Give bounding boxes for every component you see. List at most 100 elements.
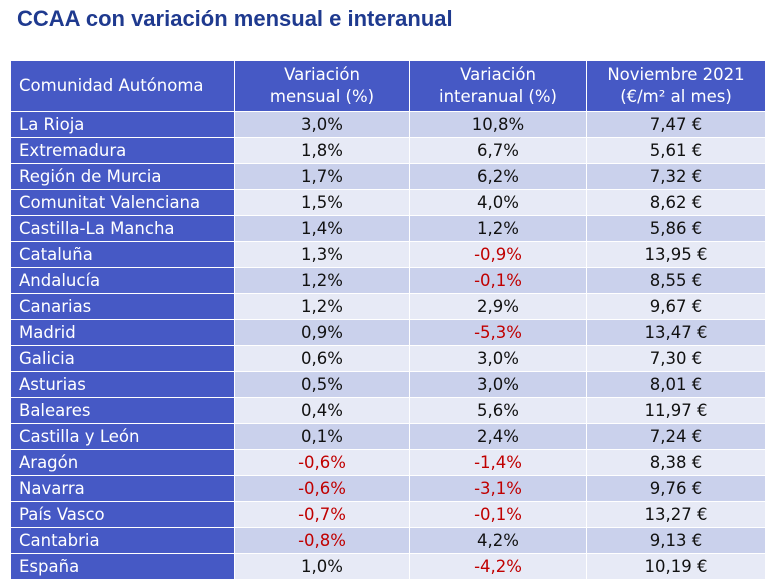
cell-price: 7,30 € (586, 345, 766, 372)
header-annual: Variación interanual (%) (409, 60, 587, 112)
cell-region: Baleares (10, 397, 235, 424)
table-row: La Rioja 3,0% 10,8% 7,47 € (10, 111, 766, 138)
table-row: Andalucía 1,2% -0,1% 8,55 € (10, 267, 766, 294)
cell-region: Navarra (10, 475, 235, 502)
table-row: Navarra -0,6% -3,1% 9,76 € (10, 475, 766, 502)
cell-region: Región de Murcia (10, 163, 235, 190)
table-row: Castilla y León 0,1% 2,4% 7,24 € (10, 423, 766, 450)
cell-price: 7,47 € (586, 111, 766, 138)
header-price-line2: (€/m² al mes) (620, 87, 732, 106)
cell-monthly: 0,1% (234, 423, 410, 450)
cell-price: 7,32 € (586, 163, 766, 190)
cell-annual: -1,4% (409, 449, 587, 476)
cell-monthly: 1,0% (234, 553, 410, 580)
cell-annual: 4,0% (409, 189, 587, 216)
cell-monthly: 1,8% (234, 137, 410, 164)
table-row: Baleares 0,4% 5,6% 11,97 € (10, 397, 766, 424)
cell-monthly: 0,4% (234, 397, 410, 424)
cell-region: Asturias (10, 371, 235, 398)
header-monthly: Variación mensual (%) (234, 60, 410, 112)
cell-annual: 3,0% (409, 345, 587, 372)
cell-annual: -3,1% (409, 475, 587, 502)
cell-price: 8,38 € (586, 449, 766, 476)
cell-price: 13,47 € (586, 319, 766, 346)
cell-monthly: 1,2% (234, 293, 410, 320)
cell-region: Cataluña (10, 241, 235, 268)
header-region-label: Comunidad Autónoma (19, 76, 204, 95)
cell-monthly: 1,7% (234, 163, 410, 190)
table-header-row: Comunidad Autónoma Variación mensual (%) … (10, 60, 766, 112)
cell-region: Comunitat Valenciana (10, 189, 235, 216)
cell-region: Cantabria (10, 527, 235, 554)
cell-annual: 10,8% (409, 111, 587, 138)
cell-annual: 2,9% (409, 293, 587, 320)
page-title: CCAA con variación mensual e interanual (17, 6, 453, 31)
header-monthly-line1: Variación (284, 65, 360, 84)
table-row: Aragón -0,6% -1,4% 8,38 € (10, 449, 766, 476)
cell-monthly: 3,0% (234, 111, 410, 138)
table-row: Castilla-La Mancha 1,4% 1,2% 5,86 € (10, 215, 766, 242)
table-row: Galicia 0,6% 3,0% 7,30 € (10, 345, 766, 372)
cell-monthly: 0,9% (234, 319, 410, 346)
cell-region: La Rioja (10, 111, 235, 138)
cell-monthly: -0,6% (234, 449, 410, 476)
cell-price: 9,13 € (586, 527, 766, 554)
cell-price: 9,67 € (586, 293, 766, 320)
cell-price: 13,95 € (586, 241, 766, 268)
cell-region: Madrid (10, 319, 235, 346)
header-region: Comunidad Autónoma (10, 60, 235, 112)
cell-price: 5,61 € (586, 137, 766, 164)
cell-monthly: -0,6% (234, 475, 410, 502)
cell-region: Castilla y León (10, 423, 235, 450)
table-row: Cantabria -0,8% 4,2% 9,13 € (10, 527, 766, 554)
cell-annual: -5,3% (409, 319, 587, 346)
cell-region: Extremadura (10, 137, 235, 164)
cell-monthly: -0,7% (234, 501, 410, 528)
cell-monthly: 0,6% (234, 345, 410, 372)
cell-annual: 1,2% (409, 215, 587, 242)
cell-annual: 6,7% (409, 137, 587, 164)
table-row: Madrid 0,9% -5,3% 13,47 € (10, 319, 766, 346)
header-price: Noviembre 2021 (€/m² al mes) (586, 60, 766, 112)
cell-price: 11,97 € (586, 397, 766, 424)
cell-monthly: 1,4% (234, 215, 410, 242)
cell-annual: -4,2% (409, 553, 587, 580)
cell-monthly: 0,5% (234, 371, 410, 398)
cell-annual: -0,1% (409, 267, 587, 294)
cell-region: Castilla-La Mancha (10, 215, 235, 242)
header-annual-line2: interanual (%) (439, 87, 557, 106)
cell-monthly: 1,2% (234, 267, 410, 294)
cell-price: 7,24 € (586, 423, 766, 450)
header-monthly-line2: mensual (%) (269, 87, 375, 106)
cell-region: Aragón (10, 449, 235, 476)
cell-price: 10,19 € (586, 553, 766, 580)
cell-annual: 3,0% (409, 371, 587, 398)
table-row: Canarias 1,2% 2,9% 9,67 € (10, 293, 766, 320)
ccaa-table: Comunidad Autónoma Variación mensual (%) … (10, 60, 766, 580)
cell-region: Canarias (10, 293, 235, 320)
cell-region: Galicia (10, 345, 235, 372)
cell-price: 8,55 € (586, 267, 766, 294)
cell-monthly: -0,8% (234, 527, 410, 554)
cell-region: Andalucía (10, 267, 235, 294)
cell-price: 9,76 € (586, 475, 766, 502)
header-price-line1: Noviembre 2021 (607, 65, 745, 84)
table-row: España 1,0% -4,2% 10,19 € (10, 553, 766, 580)
table-row: País Vasco -0,7% -0,1% 13,27 € (10, 501, 766, 528)
cell-annual: -0,1% (409, 501, 587, 528)
cell-annual: 2,4% (409, 423, 587, 450)
cell-price: 5,86 € (586, 215, 766, 242)
cell-price: 8,62 € (586, 189, 766, 216)
table-row: Comunitat Valenciana 1,5% 4,0% 8,62 € (10, 189, 766, 216)
cell-region: España (10, 553, 235, 580)
cell-annual: 6,2% (409, 163, 587, 190)
cell-annual: 4,2% (409, 527, 587, 554)
table-row: Extremadura 1,8% 6,7% 5,61 € (10, 137, 766, 164)
cell-annual: -0,9% (409, 241, 587, 268)
cell-region: País Vasco (10, 501, 235, 528)
cell-price: 13,27 € (586, 501, 766, 528)
table-row: Región de Murcia 1,7% 6,2% 7,32 € (10, 163, 766, 190)
cell-price: 8,01 € (586, 371, 766, 398)
table-row: Cataluña 1,3% -0,9% 13,95 € (10, 241, 766, 268)
header-annual-line1: Variación (460, 65, 536, 84)
